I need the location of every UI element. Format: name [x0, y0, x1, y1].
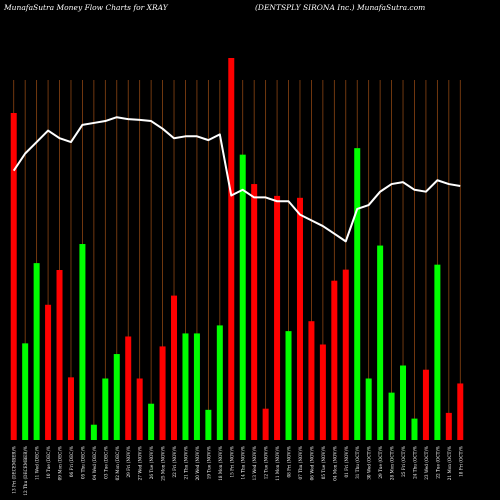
money-flow-bar [228, 58, 235, 440]
money-flow-bar [216, 325, 223, 440]
x-tick-label: 27 Wed (NOV)% [138, 446, 143, 480]
x-tick-label: 01 Fri (NOV)% [344, 446, 349, 478]
x-tick-label: 22 Fri (NOV)% [172, 446, 177, 478]
money-flow-bar [365, 378, 372, 440]
money-flow-bar [319, 344, 326, 440]
x-tick-label: 18 Mon (NOV)% [218, 446, 223, 481]
money-flow-bar [354, 148, 361, 440]
x-tick-label: 26 Tue (NOV)% [149, 446, 154, 479]
money-flow-bar [102, 378, 109, 440]
money-flow-bar [457, 383, 464, 440]
money-flow-bar [296, 197, 303, 440]
money-flow-bar [193, 333, 200, 440]
money-flow-bar [434, 264, 441, 440]
money-flow-bar [33, 263, 40, 440]
x-tick-label: 04 Mon (NOV)% [332, 446, 337, 481]
money-flow-bar [251, 184, 258, 440]
money-flow-bar [342, 269, 349, 440]
x-tick-label: 15 Fri (NOV)% [229, 446, 234, 478]
x-tick-label: 18 Fri (OCT)% [458, 446, 463, 477]
money-flow-bar [125, 336, 132, 440]
money-flow-bar [79, 244, 86, 440]
price-line-group [12, 116, 461, 243]
x-tick-label: 06 Fri (DEC)% [69, 446, 74, 477]
money-flow-bar [388, 392, 395, 440]
x-tick-label: 12 Thu (DECEMBER)% [23, 446, 28, 496]
x-tick-label: 30 Wed (OCT)% [367, 446, 372, 480]
money-flow-bar [22, 343, 29, 440]
bars-group [10, 58, 464, 440]
price-line [12, 116, 461, 243]
x-tick-label: 31 Thu (OCT)% [355, 446, 360, 479]
money-flow-bar [377, 245, 384, 440]
chart-header-left: MunafaSutra Money Flow Charts for XRAY [4, 3, 168, 12]
x-tick-label: 12 Tue (NOV)% [264, 446, 269, 479]
x-tick-label: 13 Wed (NOV)% [252, 446, 257, 480]
money-flow-bar [113, 354, 120, 440]
x-tick-label: 05 Thu (DEC)% [80, 446, 85, 479]
x-tick-label: 02 Mon (DEC)% [115, 446, 120, 480]
money-flow-bar [400, 365, 407, 440]
x-tick-label: 11 Wed (DEC)% [35, 446, 40, 480]
x-tick-label: 23 Wed (OCT)% [424, 446, 429, 480]
money-flow-bar [411, 418, 418, 440]
money-flow-bar [239, 154, 246, 440]
money-flow-bar [274, 195, 281, 440]
x-tick-label: 07 Thu (NOV)% [298, 446, 303, 479]
x-tick-label: 24 Thu (OCT)% [412, 446, 417, 479]
money-flow-bar [159, 346, 166, 440]
x-tick-label: 09 Mon (DEC)% [58, 446, 63, 480]
x-tick-label: 28 Mon (OCT)% [390, 446, 395, 480]
x-tick-label: 25 Fri (OCT)% [401, 446, 406, 477]
x-tick-label: 22 Tue (OCT)% [435, 446, 440, 479]
money-flow-bar [262, 408, 269, 440]
money-flow-bar [182, 333, 189, 440]
money-flow-bar [67, 377, 74, 440]
money-flow-bar [90, 424, 97, 440]
money-flow-bar [445, 412, 452, 440]
x-tick-label: 11 Mon (NOV)% [275, 446, 280, 481]
money-flow-bar [56, 270, 63, 440]
x-tick-label: 08 Fri (NOV)% [287, 446, 292, 478]
money-flow-bar [308, 321, 315, 440]
chart-header-right: (DENTSPLY SIRONA Inc.) MunafaSutra.com [255, 3, 426, 12]
x-tick-label: 19 Tue (NOV)% [206, 446, 211, 479]
money-flow-bar [422, 369, 429, 440]
x-tick-label: 13 Fri (DECEMBER)% [12, 446, 17, 494]
x-tick-label: 04 Wed (DEC)% [92, 446, 97, 480]
money-flow-bar [171, 295, 178, 440]
x-tick-label: 03 Tue (DEC)% [103, 446, 108, 479]
money-flow-bar [136, 378, 143, 440]
x-tick-label: 29 Tue (OCT)% [378, 446, 383, 479]
money-flow-bar [331, 280, 338, 440]
x-tick-label: 21 Mon (OCT)% [447, 446, 452, 480]
x-tick-label: 29 Fri (NOV)% [126, 446, 131, 478]
x-tick-label: 20 Wed (NOV)% [195, 446, 200, 480]
money-flow-bar [148, 403, 155, 440]
x-tick-label: 25 Mon (NOV)% [161, 446, 166, 481]
money-flow-bar [45, 304, 52, 440]
x-tick-label: 06 Wed (NOV)% [309, 446, 314, 480]
x-tick-label: 21 Thu (NOV)% [183, 446, 188, 479]
money-flow-bar [10, 113, 17, 440]
x-tick-label: 05 Tue (NOV)% [321, 446, 326, 479]
x-tick-label: 10 Tue (DEC)% [46, 446, 51, 479]
money-flow-bar [285, 331, 292, 440]
x-tick-label: 14 Thu (NOV)% [241, 446, 246, 479]
tick-labels-group: 13 Fri (DECEMBER)% 12 Thu (DECEMBER)% 11 W… [12, 446, 464, 496]
money-flow-bar [205, 409, 212, 440]
